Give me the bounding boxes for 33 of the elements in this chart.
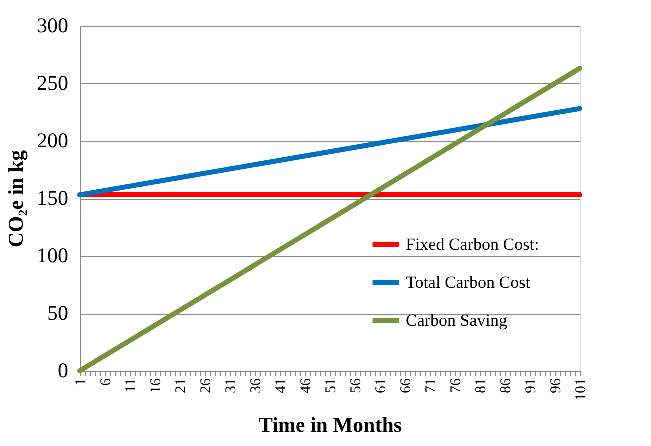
x-tick-label: 1 — [74, 378, 90, 386]
y-tick-label: 100 — [37, 244, 68, 268]
x-tick-label: 96 — [548, 378, 564, 394]
y-axis-title: CO₂e in kg — [4, 150, 28, 248]
y-tick-label: 200 — [37, 128, 68, 152]
x-tick-label: 11 — [124, 378, 140, 393]
x-tick-label: 66 — [398, 378, 414, 394]
x-tick-label: 91 — [524, 378, 540, 394]
x-tick-label: 16 — [148, 378, 164, 394]
x-tick-label: 41 — [274, 378, 290, 394]
x-tick-label: 46 — [298, 378, 314, 394]
x-tick-label: 76 — [448, 378, 464, 394]
x-tick-label: 86 — [498, 378, 514, 394]
x-tick-label: 21 — [174, 378, 190, 394]
x-tick-label: 81 — [474, 378, 490, 394]
y-tick-label: 50 — [48, 301, 68, 325]
x-tick-label: 26 — [198, 378, 214, 394]
legend-label: Total Carbon Cost — [406, 273, 531, 292]
x-tick-label: 36 — [248, 378, 264, 394]
y-tick-label: 250 — [37, 71, 68, 95]
x-tick-label: 31 — [224, 378, 240, 394]
x-tick-label: 56 — [348, 378, 364, 394]
x-tick-label: 101 — [574, 378, 590, 401]
legend-label: Fixed Carbon Cost: — [406, 235, 540, 254]
y-tick-label: 300 — [37, 14, 68, 38]
x-tick-label: 6 — [98, 378, 114, 386]
y-tick-label: 150 — [37, 186, 68, 210]
y-tick-label: 0 — [58, 358, 68, 382]
x-axis-title: Time in Months — [258, 413, 402, 437]
x-tick-label: 51 — [324, 378, 340, 394]
legend-label: Carbon Saving — [406, 311, 508, 330]
x-tick-label: 71 — [424, 378, 440, 394]
x-tick-label: 61 — [374, 378, 390, 394]
